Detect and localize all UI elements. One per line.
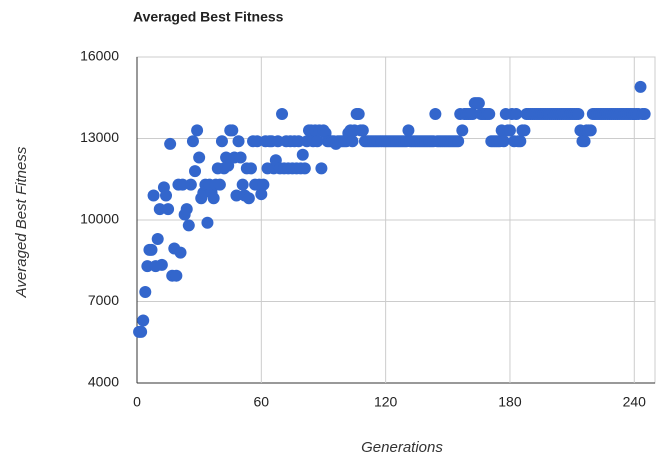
point [276, 108, 289, 121]
point [189, 165, 202, 178]
point [346, 135, 359, 148]
point [638, 108, 651, 121]
point [257, 178, 270, 191]
point [356, 124, 369, 137]
point [191, 124, 204, 137]
point [497, 135, 510, 148]
y-tick-label: 13000 [80, 129, 119, 145]
point [510, 108, 523, 121]
point [242, 192, 255, 205]
point [255, 188, 268, 201]
point [578, 135, 591, 148]
x-tick-label: 240 [623, 394, 647, 410]
point [232, 135, 245, 148]
point [518, 124, 531, 137]
point [180, 203, 193, 216]
point [193, 151, 206, 164]
point [139, 285, 152, 298]
x-axis-title: Generations [361, 439, 443, 455]
point [137, 314, 150, 327]
point [402, 124, 415, 137]
x-tick-label: 180 [498, 394, 522, 410]
point [234, 151, 247, 164]
point [226, 124, 239, 137]
point [213, 178, 226, 191]
y-tick-label: 7000 [88, 292, 119, 308]
point [503, 124, 516, 137]
point [176, 178, 189, 191]
point [207, 192, 220, 205]
point [135, 325, 148, 338]
point [230, 189, 243, 202]
point [634, 80, 647, 93]
point [160, 189, 173, 202]
point [483, 108, 496, 121]
point [584, 124, 597, 137]
point [174, 246, 187, 259]
point [251, 135, 264, 148]
y-tick-label: 4000 [88, 374, 119, 390]
chart-title: Averaged Best Fitness [133, 9, 284, 25]
point [182, 219, 195, 232]
point [164, 137, 177, 150]
y-tick-label: 10000 [80, 211, 119, 227]
point [298, 162, 311, 175]
point [145, 243, 158, 256]
point [352, 108, 365, 121]
point [311, 135, 324, 148]
point [572, 108, 585, 121]
point [236, 178, 249, 191]
point [429, 108, 442, 121]
point [201, 216, 214, 229]
point [244, 162, 257, 175]
point [315, 162, 328, 175]
point [162, 203, 175, 216]
x-tick-label: 120 [374, 394, 398, 410]
x-tick-label: 60 [254, 394, 270, 410]
point [514, 135, 527, 148]
point [466, 108, 479, 121]
point [222, 159, 235, 172]
point [296, 148, 309, 161]
point [151, 233, 164, 246]
point [155, 258, 168, 271]
point [186, 135, 199, 148]
point [271, 135, 284, 148]
point [141, 260, 154, 273]
y-tick-label: 16000 [80, 48, 119, 64]
x-tick-label: 0 [133, 394, 141, 410]
point [215, 135, 228, 148]
point [472, 97, 485, 110]
y-axis-title: Averaged Best Fitness [13, 146, 30, 298]
point [170, 269, 183, 282]
point [452, 135, 465, 148]
point [147, 189, 160, 202]
point [456, 124, 469, 137]
point [153, 203, 166, 216]
point [292, 135, 305, 148]
point [184, 178, 197, 191]
